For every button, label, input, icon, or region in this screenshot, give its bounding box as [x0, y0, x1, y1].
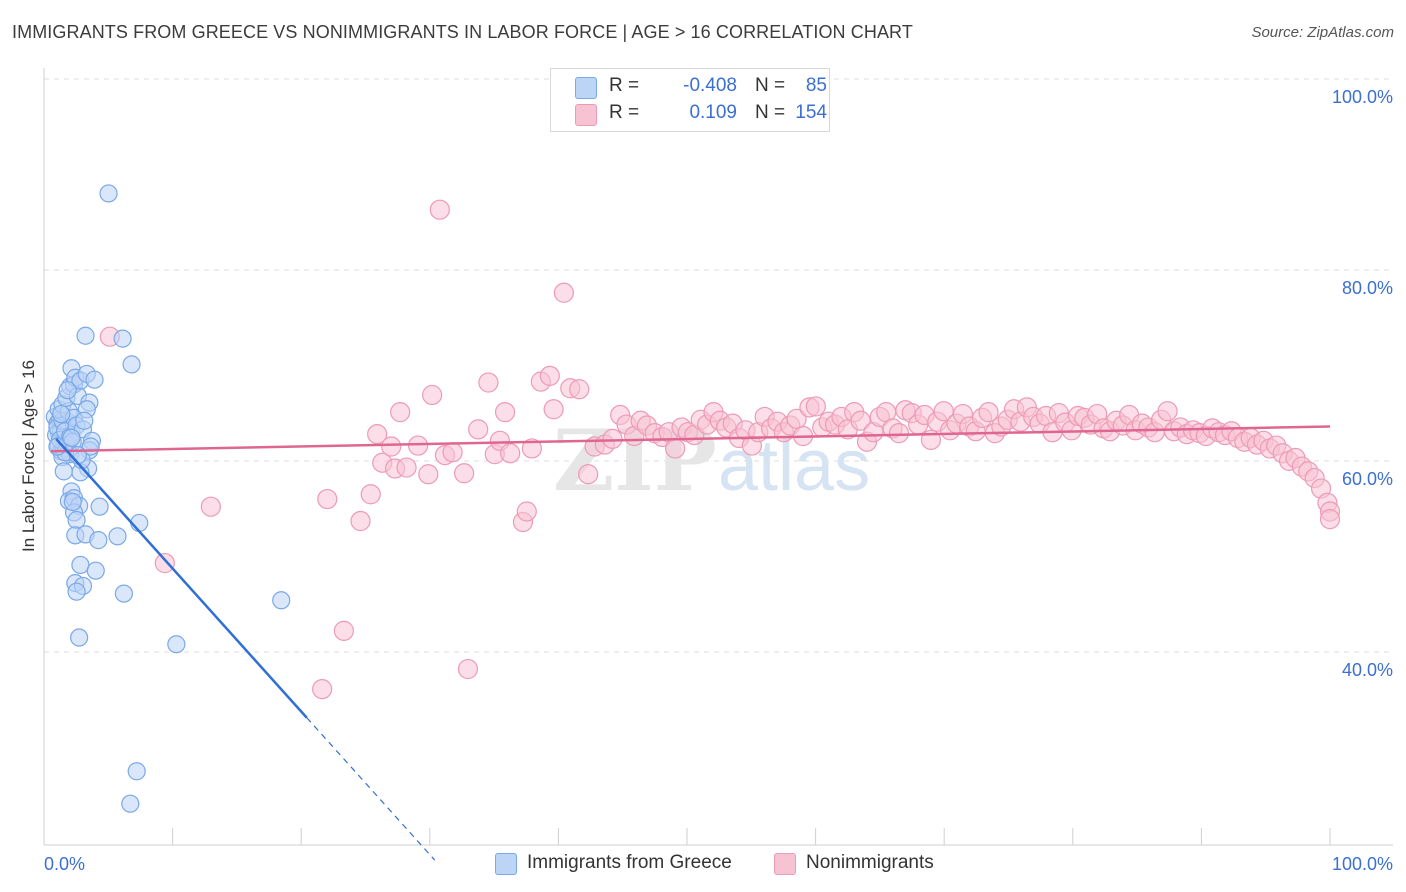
nonimmigrants-point	[850, 410, 871, 431]
nonimmigrants-point	[407, 435, 429, 456]
greece-point	[127, 762, 146, 781]
greece-point	[76, 326, 95, 345]
greece-point	[71, 555, 90, 575]
stats-legend: R = -0.408 N = 85 R = 0.109 N = 154	[550, 68, 830, 132]
series-legend-label: Immigrants from Greece	[527, 852, 732, 873]
y-tick-label-60: 60.0%	[1342, 469, 1393, 489]
legend-r-value: -0.408	[683, 75, 737, 96]
greece-point	[54, 462, 73, 481]
nonimmigrants-point	[1157, 401, 1178, 422]
axis-layer	[43, 68, 1393, 846]
nonimmigrants-point	[569, 379, 590, 400]
y-tick-label-100: 100.0%	[1332, 87, 1393, 107]
nonimmigrants-point	[396, 457, 417, 478]
nonimmigrants-point	[539, 365, 560, 386]
greece-point	[90, 497, 109, 516]
nonimmigrants-point	[312, 678, 333, 700]
nonimmigrants-point	[521, 438, 543, 459]
nonimmigrants-point	[390, 402, 411, 423]
nonimmigrants-point	[978, 402, 999, 423]
greece-point	[70, 628, 89, 647]
nonimmigrants-point	[457, 658, 479, 680]
greece-point	[108, 527, 127, 546]
nonimmigrants-point	[317, 488, 338, 510]
nonimmigrants-point	[578, 464, 599, 485]
nonimmigrants-point	[543, 399, 564, 420]
nonimmigrants-point	[418, 464, 439, 485]
nonimmigrants-point	[422, 384, 443, 406]
legend-n-value: 154	[795, 102, 827, 123]
nonimmigrants-trendline	[50, 425, 1331, 453]
nonimmigrants-point	[665, 438, 686, 459]
nonimmigrants-point	[468, 419, 489, 440]
nonimmigrants-point	[494, 402, 516, 423]
series-legend-label: Nonimmigrants	[806, 852, 934, 873]
nonimmigrants-point	[553, 282, 574, 303]
chart-title: IMMIGRANTS FROM GREECE VS NONIMMIGRANTS …	[12, 22, 913, 42]
tick-labels: 0.0% 100.0% 100.0% 80.0% 60.0% 40.0%	[44, 87, 1393, 874]
nonimmigrants-point	[454, 463, 475, 484]
greece-point	[113, 329, 132, 348]
legend-r-value: 0.109	[689, 102, 737, 123]
greece-point	[86, 561, 105, 580]
nonimmigrants-point	[154, 552, 175, 574]
greece-point	[58, 381, 77, 400]
greece-point	[272, 591, 291, 610]
series-swatch-blue	[495, 853, 517, 875]
legend-swatch-blue	[575, 77, 597, 99]
greece-trendline	[55, 438, 308, 719]
source-credit: Source: ZipAtlas.com	[1251, 24, 1394, 41]
greece-point	[122, 355, 141, 374]
legend-n-label: N =	[755, 75, 786, 96]
nonimmigrants-point	[516, 501, 537, 522]
greece-point	[75, 411, 94, 430]
greece-point	[167, 635, 186, 654]
nonimmigrants-point	[350, 510, 371, 532]
x-tick-label-max: 100.0%	[1332, 854, 1393, 874]
greece-point	[62, 428, 81, 448]
y-axis-label: In Labor Force | Age > 16	[19, 360, 38, 552]
greece-trendline-extension	[306, 717, 436, 861]
nonimmigrants-point	[429, 199, 450, 220]
greece-point	[63, 492, 82, 512]
nonimmigrants-point	[367, 424, 388, 445]
series-legend: Immigrants from Greece Nonimmigrants	[0, 852, 1406, 878]
nonimmigrants-point	[1319, 509, 1341, 530]
greece-point	[99, 184, 118, 203]
nonimmigrants-point	[333, 620, 354, 641]
nonimmigrants-point	[602, 428, 623, 449]
y-tick-label-80: 80.0%	[1342, 278, 1393, 298]
greece-point	[67, 582, 86, 601]
nonimmigrants-point	[888, 423, 910, 444]
grid-layer	[44, 78, 1393, 653]
nonimmigrants-point	[200, 496, 221, 517]
greece-point	[89, 531, 108, 550]
series-swatch-pink	[774, 853, 796, 875]
nonimmigrants-point	[805, 396, 826, 417]
greece-point	[121, 794, 140, 813]
trend-lines	[50, 425, 1331, 861]
greece-points	[45, 184, 291, 813]
greece-point	[114, 584, 134, 603]
nonimmigrants-point	[442, 442, 463, 463]
legend-r-label: R =	[609, 75, 640, 96]
greece-point	[52, 404, 71, 424]
legend-r-label: R =	[609, 102, 640, 123]
x-tick-label-min: 0.0%	[44, 854, 85, 874]
nonimmigrants-point	[500, 443, 521, 464]
nonimmigrants-point	[381, 436, 402, 457]
y-tick-label-40: 40.0%	[1342, 660, 1393, 680]
nonimmigrants-point	[478, 372, 499, 393]
greece-point	[85, 370, 104, 389]
legend-n-label: N =	[755, 102, 786, 123]
legend-swatch-pink	[575, 104, 597, 126]
legend-n-value: 85	[805, 75, 827, 96]
nonimmigrants-point	[360, 484, 381, 505]
